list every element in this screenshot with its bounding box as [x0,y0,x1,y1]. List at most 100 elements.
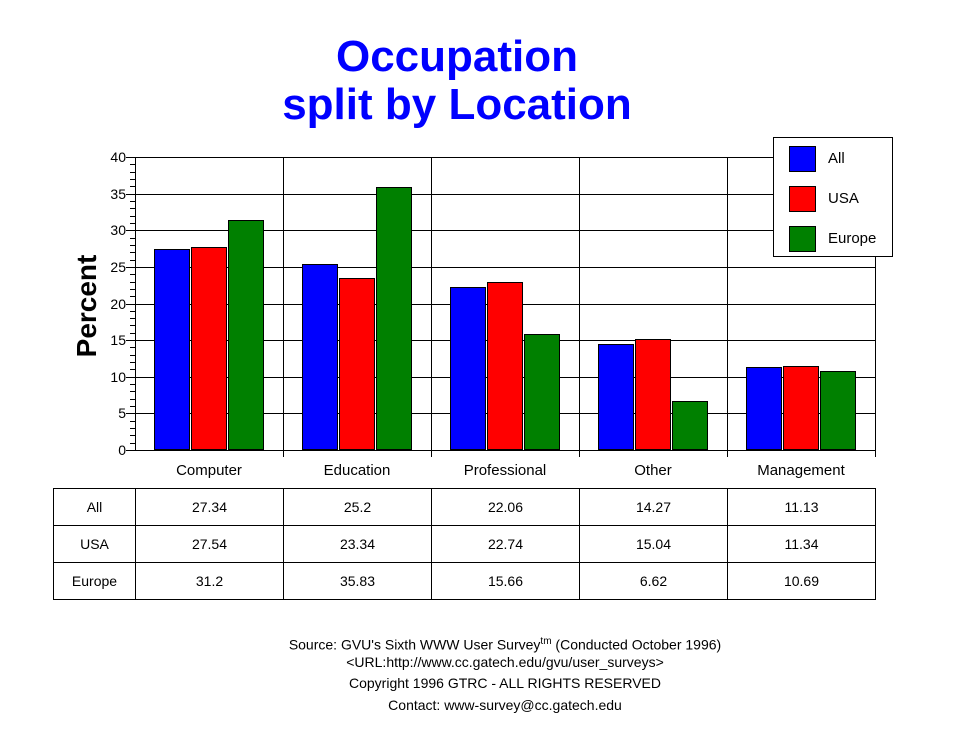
y-minor-tick [130,252,135,254]
table-cell: 6.62 [579,562,728,600]
bar-all-other [598,344,634,450]
category-separator [727,157,728,457]
y-minor-tick [130,171,135,173]
y-minor-tick [130,237,135,239]
bar-usa-other [635,338,671,450]
x-category-label: Professional [463,462,547,479]
plot-area [135,157,876,457]
contact-line: Contact: www-survey@cc.gatech.edu [388,697,622,713]
legend-swatch-usa [789,186,816,212]
table-cell: 15.66 [431,562,580,600]
y-minor-tick [126,450,135,451]
table-cell: 27.54 [135,525,284,563]
gridline [136,266,876,268]
gridline [136,193,876,195]
y-minor-tick [130,428,135,430]
row-header: All [53,488,136,526]
y-minor-tick [130,325,135,327]
y-minor-tick [126,413,135,415]
y-minor-tick [126,303,135,305]
chart-title-line2: split by Location [282,80,632,129]
bar-all-education [302,264,338,450]
y-minor-tick [130,332,135,334]
table-row: All 27.34 25.2 22.06 14.27 11.13 [53,488,876,526]
y-tick-label: 40 [110,149,126,165]
bar-europe-education [376,186,412,450]
y-minor-tick [130,435,135,437]
bar-all-professional [450,287,486,450]
table-cell: 22.74 [431,525,580,563]
source-text: Source: GVU's Sixth WWW User Survey [288,636,541,653]
bar-usa-management [783,365,819,450]
bar-usa-computer [191,247,227,450]
x-category-label: Computer [176,462,242,479]
y-minor-tick [126,266,135,268]
table-cell: 10.69 [727,562,876,600]
x-category-label: Education [323,462,391,479]
y-minor-tick [130,384,135,386]
gridline [136,230,876,232]
legend-swatch-all [789,146,816,172]
y-minor-tick [130,208,135,210]
x-category-label: Management [757,462,845,479]
table-row: USA 27.54 23.34 22.74 15.04 11.34 [53,525,876,563]
table-cell: 31.2 [135,562,284,600]
y-axis-label: Percent [71,254,102,358]
y-minor-tick [130,274,135,276]
y-minor-tick [130,398,135,400]
y-tick-label: 0 [118,442,126,458]
table-cell: 11.13 [727,488,876,526]
y-minor-tick [130,178,135,180]
legend-label-europe: Europe [828,230,877,247]
bar-europe-computer [228,220,264,450]
legend-label-all: All [828,150,845,167]
bar-europe-other [672,400,708,450]
y-tick-label: 5 [118,405,126,422]
y-tick-label: 10 [110,368,126,385]
bar-europe-professional [524,334,560,450]
bar-all-computer [154,248,190,450]
trademark-sup: tm [540,636,552,647]
y-tick-label: 25 [110,258,126,275]
table-row: Europe 31.2 35.83 15.66 6.62 10.69 [53,562,876,600]
category-separator [579,157,580,457]
conducted-text: (Conducted October 1996) [551,636,722,653]
y-minor-tick [130,244,135,246]
table-cell: 23.34 [283,525,432,563]
y-minor-tick [130,420,135,422]
table-cell: 14.27 [579,488,728,526]
data-table: All 27.34 25.2 22.06 14.27 11.13 USA 27.54 23.34… [53,488,876,600]
x-category-label: Other [634,462,672,479]
y-minor-tick [130,354,135,356]
y-minor-tick [130,362,135,364]
url-line: <URL:http://www.cc.gatech.edu/gvu/user_s… [346,654,664,670]
y-tick-label: 35 [110,185,126,202]
bar-europe-management [820,370,856,450]
category-separator [431,157,432,457]
y-minor-tick [130,186,135,188]
y-minor-tick [130,259,135,261]
source-line: Source: GVU's Sixth WWW User Surveytm (C… [0,636,970,653]
y-tick-label: 15 [110,332,126,349]
chart-title-line1: Occupation [335,32,579,81]
y-minor-tick [126,340,135,342]
y-minor-tick [130,288,135,290]
bar-usa-professional [487,282,523,450]
table-cell: 11.34 [727,525,876,563]
y-minor-tick [126,193,135,195]
legend: All USA Europe [773,137,893,257]
y-minor-tick [126,157,135,158]
category-separator [875,157,876,457]
table-cell: 25.2 [283,488,432,526]
y-minor-tick [130,369,135,371]
table-cell: 35.83 [283,562,432,600]
y-minor-tick [130,281,135,283]
bar-all-management [746,367,782,450]
copyright-line: Copyright 1996 GTRC - ALL RIGHTS RESERVE… [349,675,661,691]
table-cell: 27.34 [135,488,284,526]
row-header: Europe [53,562,136,600]
table-cell: 22.06 [431,488,580,526]
row-header: USA [53,525,136,563]
bar-usa-education [339,278,375,450]
y-tick-label: 20 [110,295,126,312]
